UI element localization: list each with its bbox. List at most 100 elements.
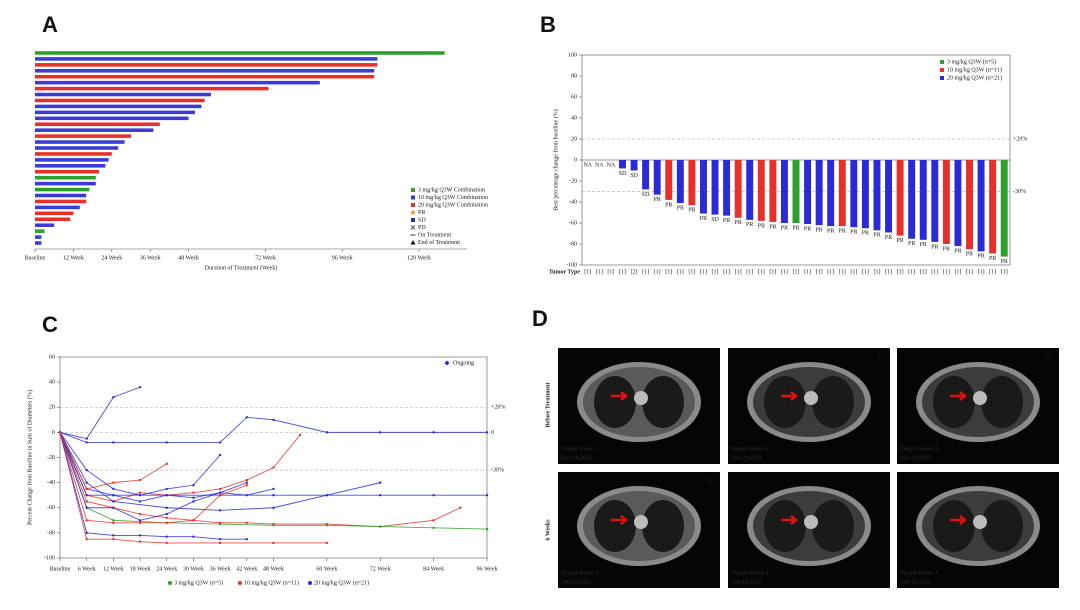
ct-vessel <box>804 391 818 405</box>
lesion-arrow <box>611 391 629 401</box>
y-tick-label: 20 <box>49 405 55 411</box>
duration-bar <box>35 211 74 216</box>
ct-lung <box>594 376 636 428</box>
bar <box>711 160 719 215</box>
scan-date: Nov.19.2021 <box>561 455 592 461</box>
duration-bar <box>35 104 202 109</box>
patient-point <box>245 478 249 482</box>
scan-date: Nov.19.2021 <box>731 455 762 461</box>
patient-point <box>138 491 142 494</box>
lesion-arrow <box>781 391 799 401</box>
panel-numeral: i <box>710 354 712 360</box>
y-tick-label: 80 <box>571 73 577 79</box>
x-tick-label: 48 Week <box>263 566 284 572</box>
duration-bar <box>35 134 131 138</box>
duration-bar <box>35 187 90 192</box>
x-tick-label: Baseline <box>50 566 71 572</box>
legend-label: 3 mg/kg Q3W Combination <box>418 187 485 193</box>
patient-point <box>165 535 168 538</box>
duration-bar <box>35 110 195 115</box>
patient-point <box>112 500 115 503</box>
response-label: PR <box>677 205 684 211</box>
patient-point <box>485 493 489 497</box>
tumor-type: [1] <box>596 269 603 275</box>
x-tick-label: 72 Week <box>370 566 391 572</box>
bar <box>954 160 962 247</box>
duration-bar <box>35 116 189 121</box>
legend-label: 3 mg/kg Q3W (n=5) <box>947 58 996 65</box>
legend-label: 3 mg/kg Q3W (n=5) <box>174 579 223 586</box>
duration-bar <box>35 181 96 186</box>
lesion-label: Target lesion 1 <box>561 446 598 452</box>
tumor-type: [1] <box>619 269 626 275</box>
panel-letter: D <box>532 306 548 331</box>
bar <box>665 160 673 200</box>
patient-point <box>272 524 275 527</box>
response-label: PR <box>943 246 950 252</box>
patient-line <box>59 432 167 490</box>
bar <box>931 160 939 242</box>
bar <box>815 160 823 226</box>
patient-point <box>138 534 142 537</box>
patient-point <box>432 493 435 497</box>
patient-point <box>112 537 115 541</box>
duration-bar <box>35 128 154 132</box>
y-tick-label: 60 <box>571 94 577 100</box>
y-tick-label: -100 <box>44 555 55 561</box>
ct-lung <box>642 500 684 552</box>
ct-lung <box>764 376 806 428</box>
x-tick-label: 24 Week <box>101 255 122 261</box>
legend-label: SD <box>418 217 426 223</box>
tumor-type: [1] <box>978 269 985 275</box>
duration-bar <box>35 86 269 91</box>
y-tick-label: 0 <box>52 430 55 436</box>
patient-point <box>245 483 249 487</box>
bar <box>977 160 985 252</box>
lesion-label: Target lesion 2 <box>731 570 768 576</box>
bar <box>896 160 904 236</box>
patient-point <box>379 525 382 528</box>
bar <box>734 160 742 218</box>
patient-point <box>218 493 222 497</box>
patient-point <box>112 441 115 444</box>
panel-numeral: vi <box>1046 478 1051 484</box>
patient-point <box>272 493 275 497</box>
patient-point <box>432 431 435 434</box>
duration-bar <box>35 193 87 198</box>
duration-bar <box>35 146 119 150</box>
tumor-type: [1] <box>850 269 857 275</box>
response-label: PR <box>885 235 892 241</box>
legend-symbol <box>940 68 944 72</box>
bar <box>630 160 638 171</box>
patient-point <box>165 521 168 525</box>
patient-point <box>192 535 195 538</box>
panel-numeral: iv <box>707 478 712 484</box>
y-tick-label: 20 <box>571 136 577 142</box>
response-label: PR <box>769 224 776 230</box>
patient-point <box>85 531 88 535</box>
patient-point <box>138 512 142 516</box>
patient-point <box>112 521 115 525</box>
patient-point <box>218 522 222 526</box>
legend-symbol <box>411 195 415 200</box>
bar <box>908 160 916 239</box>
patient-point <box>112 487 115 491</box>
x-tick-label: 84 Week <box>423 566 444 572</box>
tumor-type: [1] <box>908 269 915 275</box>
patient-point <box>192 519 195 522</box>
duration-bar <box>35 217 71 222</box>
response-label: PR <box>920 242 927 248</box>
response-label: PR <box>781 225 788 231</box>
patient-point <box>85 437 88 440</box>
patient-line <box>59 432 301 502</box>
ct-lung <box>981 500 1023 552</box>
scan-date: Jan.15.2022 <box>900 579 930 585</box>
bar <box>942 160 950 244</box>
ct-lung <box>981 376 1023 428</box>
patient-point <box>272 466 275 469</box>
patient-point <box>192 483 195 487</box>
tumor-type: [1] <box>920 269 927 275</box>
y-axis-title: Best percentage change from baseline (%) <box>552 109 559 210</box>
bar <box>676 160 684 204</box>
